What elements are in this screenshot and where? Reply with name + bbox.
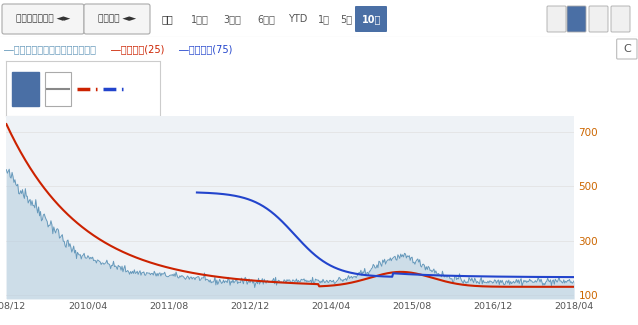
Text: 6ヶ月: 6ヶ月: [257, 14, 275, 24]
FancyBboxPatch shape: [611, 6, 630, 32]
Text: ―移動平均(25): ―移動平均(25): [111, 44, 165, 54]
FancyBboxPatch shape: [567, 6, 586, 32]
Text: 1年: 1年: [318, 14, 330, 24]
FancyBboxPatch shape: [355, 6, 387, 32]
Text: ―みずほフィナンシャルグループ: ―みずほフィナンシャルグループ: [4, 44, 96, 54]
Text: 1ヶ月: 1ヶ月: [191, 14, 209, 24]
Text: ―移動平均(75): ―移動平均(75): [179, 44, 233, 54]
FancyBboxPatch shape: [617, 39, 637, 59]
Text: C: C: [623, 44, 631, 54]
Bar: [45, 72, 71, 106]
Text: 期間: 期間: [162, 14, 174, 24]
Text: YTD: YTD: [288, 14, 308, 24]
Text: 5年: 5年: [340, 14, 352, 24]
FancyBboxPatch shape: [589, 6, 608, 32]
Bar: [12, 72, 39, 106]
Text: 3ヶ月: 3ヶ月: [223, 14, 241, 24]
Text: 10年: 10年: [362, 14, 382, 24]
FancyBboxPatch shape: [2, 4, 84, 34]
Text: テクニカル指標 ◄►: テクニカル指標 ◄►: [16, 15, 70, 23]
Text: 銘柄比較 ◄►: 銘柄比較 ◄►: [98, 15, 136, 23]
FancyBboxPatch shape: [84, 4, 150, 34]
FancyBboxPatch shape: [547, 6, 566, 32]
